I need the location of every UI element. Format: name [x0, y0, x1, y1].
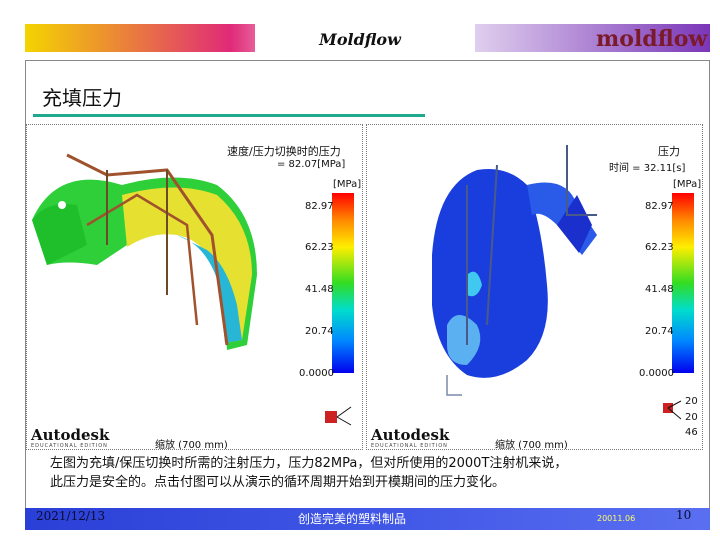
- left-tick-4: 20.74: [305, 326, 334, 337]
- caption: 左图为充填/保压切换时所需的注射压力，压力82MPa，但对所使用的2000T注射…: [50, 454, 690, 492]
- right-panel-unit: [MPa]: [673, 179, 702, 190]
- moldflow-logo: moldflow: [596, 26, 708, 52]
- left-panel-subtitle: = 82.07[MPa]: [277, 159, 346, 170]
- footer-bar: [25, 508, 710, 530]
- footer-code: 20011.06: [597, 514, 636, 523]
- caption-line-1: 左图为充填/保压切换时所需的注射压力，压力82MPa，但对所使用的2000T注射…: [50, 456, 568, 471]
- left-panel-title: 速度/压力切换时的压力: [227, 145, 341, 158]
- title-underline: [33, 114, 425, 117]
- right-tick-2: 62.23: [645, 242, 674, 253]
- footer-date: 2021/12/13: [36, 509, 106, 523]
- slide-title: 充填压力: [42, 86, 122, 110]
- right-tick-4: 20.74: [645, 326, 674, 337]
- header-band: [25, 24, 710, 52]
- left-autodesk-logo: Autodesk: [31, 426, 110, 444]
- right-axis-label-2: 20: [685, 412, 698, 423]
- left-tick-3: 41.48: [305, 284, 334, 295]
- right-tick-5: 0.0000: [639, 368, 674, 379]
- left-tick-5: 0.0000: [299, 368, 334, 379]
- left-colorbar: [332, 193, 354, 373]
- left-simulation-image[interactable]: 速度/压力切换时的压力 = 82.07[MPa] [MPa] 82.97 62.…: [26, 124, 363, 450]
- left-part-render: [32, 153, 257, 350]
- right-panel-title: 压力: [658, 145, 680, 158]
- right-axis-label-3: 46: [685, 427, 698, 438]
- right-autodesk-sub: EDUCATIONAL EDITION: [371, 443, 448, 449]
- right-panel-subtitle: 时间 = 32.11[s]: [609, 163, 686, 174]
- right-simulation-image[interactable]: 压力 时间 = 32.11[s] [MPa] 82.97 62.23 41.48…: [366, 124, 703, 450]
- right-autodesk-logo: Autodesk: [371, 426, 450, 444]
- left-tick-2: 62.23: [305, 242, 334, 253]
- right-tick-3: 41.48: [645, 284, 674, 295]
- header-title: Moldflow: [319, 30, 401, 49]
- footer-slogan: 创造完美的塑料制品: [298, 512, 407, 526]
- left-autodesk-sub: EDUCATIONAL EDITION: [31, 443, 108, 449]
- left-axis-triad-icon: [325, 406, 352, 426]
- right-tick-1: 82.97: [645, 201, 674, 212]
- right-scale-label: 缩放 (700 mm): [495, 440, 568, 450]
- left-panel-unit: [MPa]: [333, 179, 362, 190]
- left-scale-label: 缩放 (700 mm): [155, 440, 228, 450]
- right-axis-label-1: 20: [685, 396, 698, 407]
- page-number: 10: [676, 508, 692, 522]
- right-colorbar: [672, 193, 694, 373]
- right-part-render: [432, 145, 597, 396]
- caption-line-2: 此压力是安全的。点击付图可以从演示的循环周期开始到开模期间的压力变化。: [50, 475, 506, 490]
- right-axis-triad-icon: [663, 400, 682, 420]
- left-tick-1: 82.97: [305, 201, 334, 212]
